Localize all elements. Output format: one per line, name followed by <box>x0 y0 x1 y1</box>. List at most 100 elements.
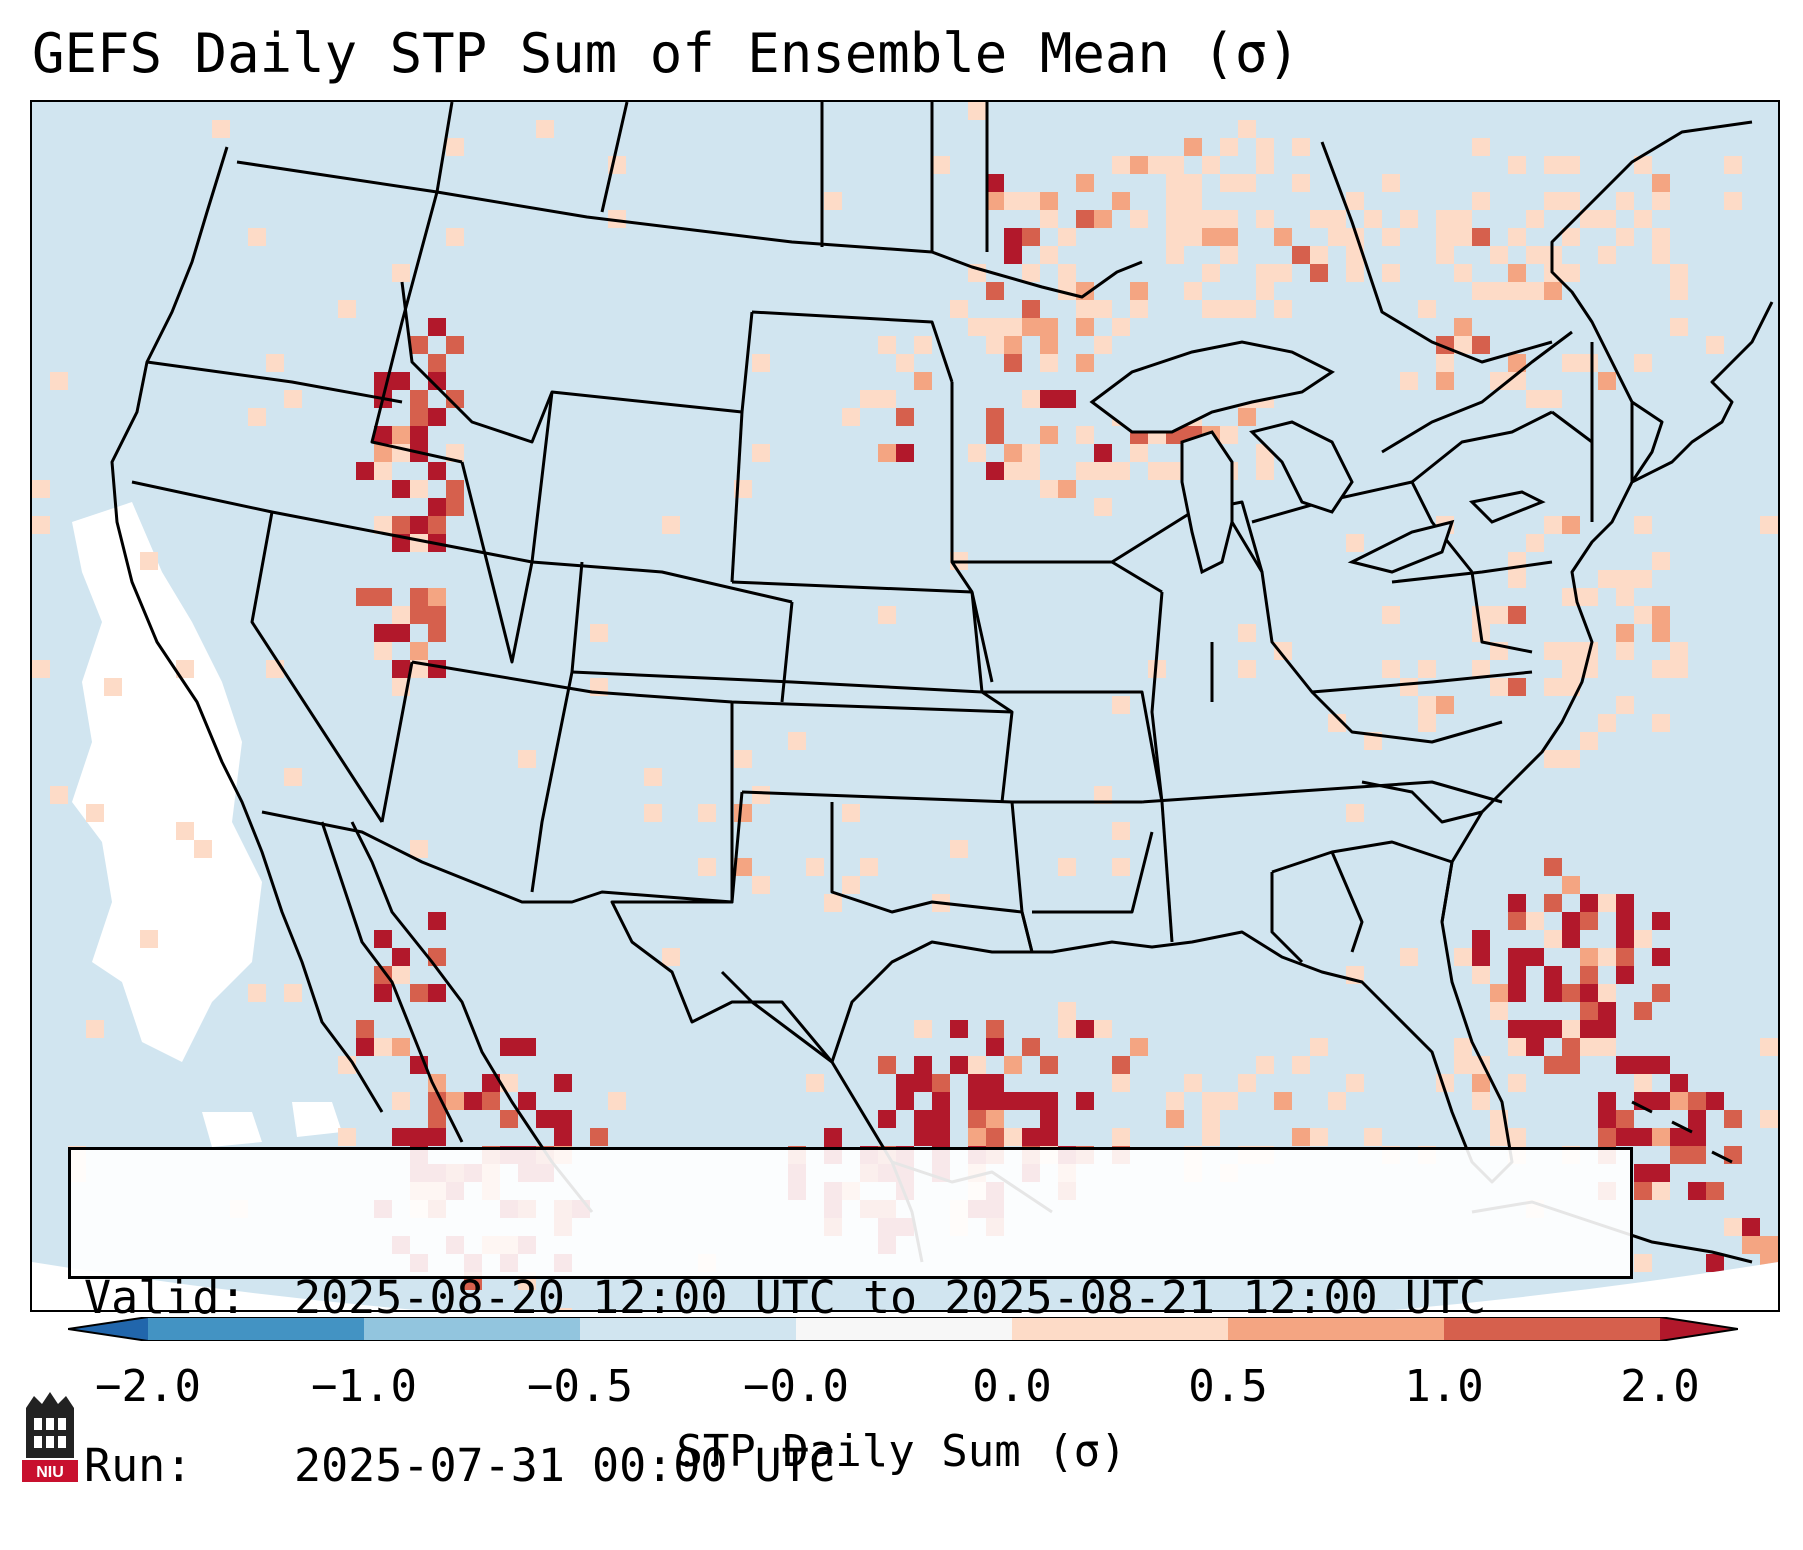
stp-cell <box>518 750 536 768</box>
stp-cell <box>410 588 428 606</box>
stp-cell <box>1166 462 1184 480</box>
stp-cell <box>968 444 986 462</box>
stp-cell <box>1508 966 1526 984</box>
stp-cell <box>1562 228 1580 246</box>
stp-cell <box>356 1020 374 1038</box>
stp-cell <box>824 1128 842 1146</box>
stp-cell <box>1634 570 1652 588</box>
stp-cell <box>1472 966 1490 984</box>
stp-cell <box>32 660 50 678</box>
stp-cell <box>1166 246 1184 264</box>
stp-cell <box>896 408 914 426</box>
stp-cell <box>1058 390 1076 408</box>
stp-cell <box>1616 228 1634 246</box>
stp-cell <box>968 1110 986 1128</box>
stp-cell <box>1436 696 1454 714</box>
stp-cell <box>1220 174 1238 192</box>
stp-cell <box>410 606 428 624</box>
stp-cell <box>644 768 662 786</box>
stp-cell <box>1184 1074 1202 1092</box>
stp-cell <box>374 1038 392 1056</box>
stp-cell <box>788 732 806 750</box>
political-boundaries <box>110 102 1774 1263</box>
stp-cell <box>1076 210 1094 228</box>
stp-cell <box>392 966 410 984</box>
stp-map <box>32 102 1778 1310</box>
stp-cell <box>392 948 410 966</box>
stp-cell <box>374 642 392 660</box>
stp-cell <box>1346 804 1364 822</box>
colorbar-tick: 1.0 <box>1404 1361 1484 1412</box>
stp-cell <box>968 1056 986 1074</box>
stp-cell <box>1616 588 1634 606</box>
stp-cell <box>86 1020 104 1038</box>
stp-cell <box>1544 966 1562 984</box>
stp-cell <box>1472 606 1490 624</box>
stp-cell <box>1688 1146 1706 1164</box>
stp-cell <box>266 354 284 372</box>
stp-cell <box>1544 894 1562 912</box>
colorbar-label: STP Daily Sum (σ) <box>676 1426 1127 1477</box>
stp-cell <box>968 1128 986 1146</box>
stp-cell <box>1094 210 1112 228</box>
stp-cell <box>950 1020 968 1038</box>
stp-cell <box>1670 1146 1688 1164</box>
stp-cell <box>698 804 716 822</box>
stp-cell <box>338 1128 356 1146</box>
stp-cell <box>1292 1128 1310 1146</box>
colorbar-segment <box>1444 1317 1660 1341</box>
stp-cell <box>1670 660 1688 678</box>
stp-cell <box>1220 210 1238 228</box>
stp-cell <box>986 1110 1004 1128</box>
stp-cell <box>1130 1038 1148 1056</box>
stp-cell <box>1292 138 1310 156</box>
stp-cell <box>1598 1002 1616 1020</box>
stp-cell <box>140 552 158 570</box>
colorbar-segment <box>796 1317 1012 1341</box>
stp-cell <box>1436 228 1454 246</box>
stp-cell <box>1598 714 1616 732</box>
stp-cell <box>1652 228 1670 246</box>
stp-cell <box>446 1092 464 1110</box>
stp-cell <box>1130 156 1148 174</box>
stp-cell <box>662 516 680 534</box>
stp-cell <box>1166 156 1184 174</box>
stp-cell <box>986 408 1004 426</box>
stp-cell <box>1562 876 1580 894</box>
stp-cell <box>1400 372 1418 390</box>
stp-cell <box>1418 300 1436 318</box>
stp-cell <box>986 318 1004 336</box>
stp-cell <box>428 948 446 966</box>
stp-cell <box>986 1074 1004 1092</box>
stp-cell <box>752 786 770 804</box>
stp-cell <box>1706 1290 1724 1308</box>
stp-cell <box>1544 390 1562 408</box>
stp-cell <box>824 192 842 210</box>
stp-cell <box>1544 858 1562 876</box>
stp-cell <box>1544 192 1562 210</box>
stp-cell <box>1112 156 1130 174</box>
stp-cell <box>1436 210 1454 228</box>
stp-cell <box>1706 1182 1724 1200</box>
stp-cell <box>1382 264 1400 282</box>
stp-cell <box>104 678 122 696</box>
stp-cell <box>986 426 1004 444</box>
stp-cell <box>1292 174 1310 192</box>
stp-cell <box>1274 228 1292 246</box>
stp-cell <box>1652 1164 1670 1182</box>
stp-cell <box>1508 354 1526 372</box>
stp-cell <box>1616 912 1634 930</box>
stp-cell <box>1076 1020 1094 1038</box>
stp-cell <box>1598 984 1616 1002</box>
stp-cell <box>1670 1074 1688 1092</box>
stp-cell <box>446 390 464 408</box>
stp-cell <box>1508 984 1526 1002</box>
valid-label: Valid: <box>84 1271 247 1324</box>
stp-cell <box>428 912 446 930</box>
stp-cell <box>374 516 392 534</box>
stp-cell <box>428 1110 446 1128</box>
stp-cell <box>1256 264 1274 282</box>
stp-cell <box>1472 228 1490 246</box>
stp-cell <box>1562 1056 1580 1074</box>
stp-cell <box>428 516 446 534</box>
